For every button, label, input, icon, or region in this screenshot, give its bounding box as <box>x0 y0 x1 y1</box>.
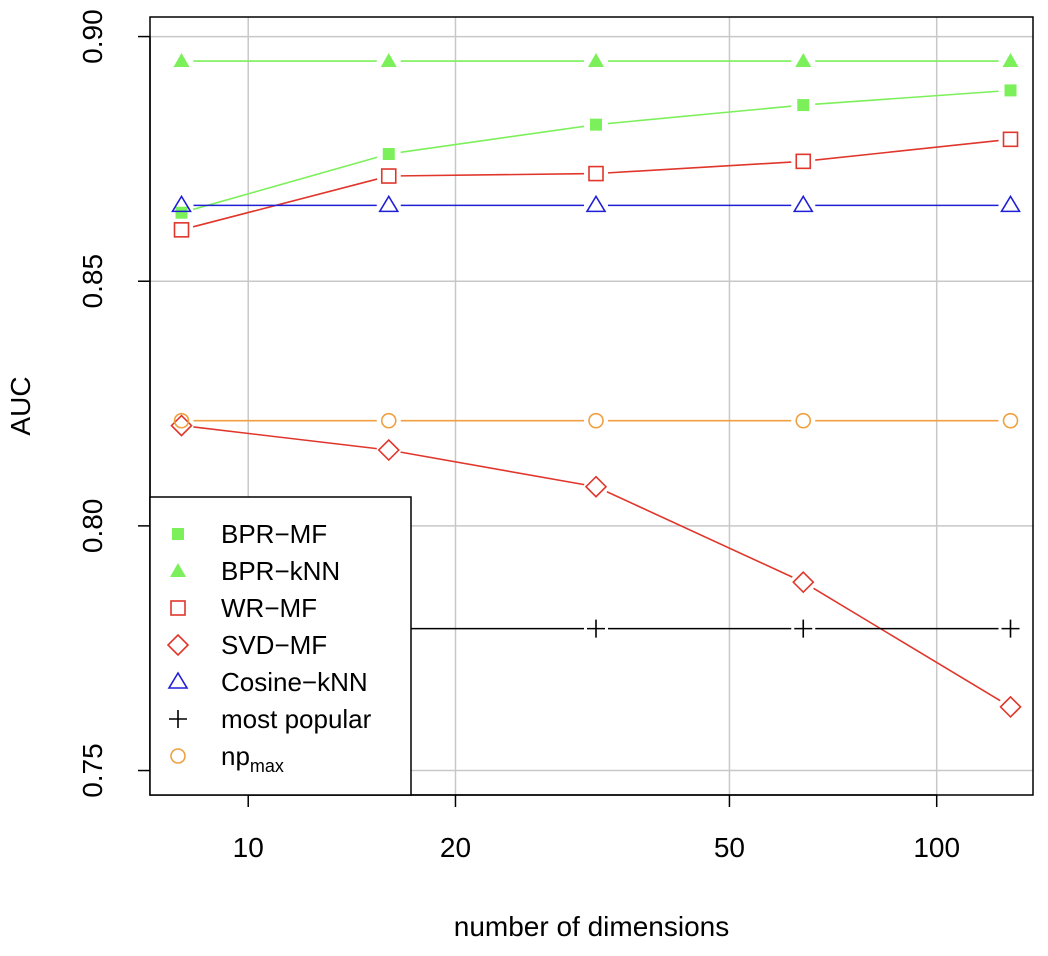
series-group <box>173 53 1019 68</box>
data-point <box>380 53 397 68</box>
data-point <box>584 475 608 498</box>
x-tick-label: 20 <box>440 832 471 863</box>
data-point <box>795 53 812 68</box>
series-line-segment <box>607 161 792 174</box>
y-tick-label: 0.90 <box>77 9 108 64</box>
legend-marker <box>170 563 186 577</box>
data-point <box>175 206 188 219</box>
series-line-segment <box>400 172 585 177</box>
data-point <box>1001 619 1020 638</box>
x-axis-title: number of dimensions <box>454 911 729 942</box>
series-line-segment <box>192 178 378 228</box>
data-point <box>171 194 192 213</box>
data-point <box>173 53 190 68</box>
data-point <box>1000 194 1021 213</box>
series-line-segment <box>192 156 378 211</box>
series-group <box>171 194 1021 213</box>
series-line-segment <box>606 491 793 578</box>
legend-label: BPR−kNN <box>221 556 340 586</box>
data-point <box>792 194 814 213</box>
data-point <box>588 412 604 429</box>
series-layer <box>170 53 1022 719</box>
legend-label: SVD−MF <box>221 630 327 660</box>
data-point <box>795 412 812 429</box>
legend: BPR−MF BPR−kNN WR−MF SVD−MF Cosine−kNN most p… <box>149 496 412 796</box>
data-point <box>380 168 397 184</box>
series-line-segment <box>400 451 585 486</box>
y-axis: 0.75 0.80 0.85 0.90 <box>77 9 151 798</box>
data-point <box>1002 53 1019 68</box>
data-point <box>794 619 813 638</box>
series-line-segment <box>815 139 999 161</box>
data-point <box>792 571 815 594</box>
series-line-segment <box>815 90 999 106</box>
legend-label-subscript: max <box>250 756 284 776</box>
data-point <box>590 118 603 131</box>
series-group <box>173 131 1019 238</box>
y-axis-title: AUC <box>5 376 36 435</box>
series-group <box>175 84 1017 219</box>
series-line-segment <box>607 105 792 125</box>
data-point <box>588 53 605 68</box>
y-tick-label: 0.75 <box>77 743 108 798</box>
data-point <box>795 153 812 170</box>
x-tick-label: 50 <box>714 832 745 863</box>
data-point <box>378 194 400 213</box>
data-point <box>1002 131 1019 148</box>
data-point <box>797 99 810 112</box>
y-tick-label: 0.85 <box>77 254 108 309</box>
data-point <box>380 412 397 429</box>
series-line-segment <box>400 125 585 154</box>
data-point <box>588 165 604 182</box>
x-tick-label: 10 <box>233 832 264 863</box>
legend-marker <box>169 710 187 728</box>
legend-marker <box>170 748 186 764</box>
legend-label: BPR−MF <box>221 519 327 549</box>
legend-marker <box>166 633 190 657</box>
data-point <box>585 194 607 213</box>
legend-marker <box>172 528 184 540</box>
legend-marker <box>170 600 186 616</box>
data-point <box>1002 412 1019 429</box>
x-axis: 10 20 50 100 <box>233 794 960 863</box>
y-tick-label: 0.80 <box>77 499 108 554</box>
legend-label: WR−MF <box>221 593 317 623</box>
data-point <box>382 148 395 161</box>
series-line-segment <box>193 426 377 450</box>
legend-label: Cosine−kNN <box>221 667 368 697</box>
x-tick-label: 100 <box>913 832 960 863</box>
legend-box <box>149 496 412 796</box>
data-point <box>999 695 1022 719</box>
series-group <box>173 412 1019 429</box>
legend-marker <box>167 671 189 689</box>
data-point <box>1004 84 1017 97</box>
data-point <box>173 222 190 238</box>
legend-label: most popular <box>221 704 372 734</box>
data-point <box>377 438 400 462</box>
data-point <box>587 619 606 638</box>
series-line-segment <box>813 587 1001 702</box>
data-point <box>173 412 190 429</box>
